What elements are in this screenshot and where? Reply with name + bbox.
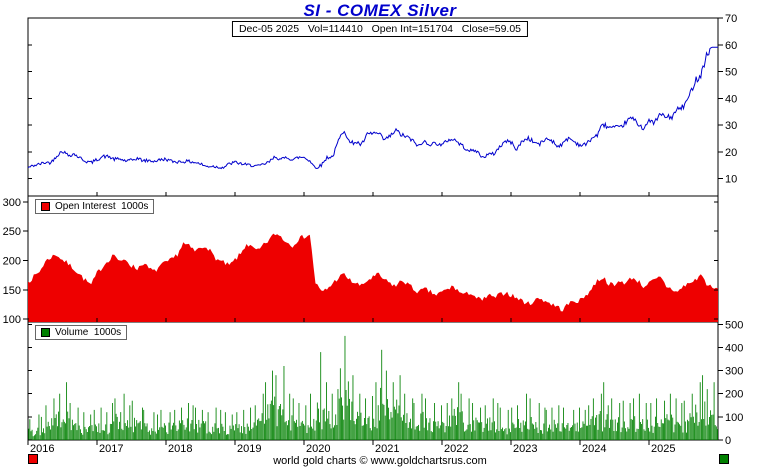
year-axis-label: 2017	[99, 443, 123, 455]
price-axis-tick-label: 60	[725, 40, 737, 52]
price-axis-tick-label: 20	[725, 147, 737, 159]
oi-axis-tick-label: 200	[3, 255, 21, 267]
volume-axis-tick-label: 0	[725, 435, 731, 447]
oi-axis-tick-label: 100	[3, 314, 21, 326]
axis-labels: 70 60 50 40 30 20 10 300 250 200 150 100 500 400 300 20…	[3, 13, 744, 455]
panel-frames	[27, 17, 719, 441]
price-line	[27, 46, 718, 170]
panel-p-frame	[27, 17, 719, 197]
volume-axis-tick-label: 300	[725, 366, 743, 378]
year-axis-label: 2024	[582, 443, 606, 455]
oi-axis-tick-label: 250	[3, 226, 21, 238]
open-interest-legend: Open Interest 1000s	[35, 199, 155, 214]
price-axis-tick-label: 30	[725, 120, 737, 132]
panel-v-frame	[27, 321, 719, 441]
price-axis-tick-label: 70	[725, 13, 737, 25]
oi-axis-tick-label: 150	[3, 285, 21, 297]
price-axis-tick-label: 40	[725, 93, 737, 105]
open-interest-swatch-icon	[41, 202, 50, 211]
chart-info-box: Dec-05 2025 Vol=114410 Open Int=151704 C…	[231, 21, 529, 37]
footer-left-marker-icon	[28, 454, 38, 464]
oi-axis-tick-label: 300	[3, 197, 21, 209]
open-interest-area	[28, 233, 718, 322]
footer-credit: world gold charts © www.goldchartsrus.co…	[273, 455, 487, 467]
year-axis-label: 2018	[168, 443, 192, 455]
volume-axis-tick-label: 100	[725, 412, 743, 424]
year-axis-label: 2025	[651, 443, 675, 455]
year-axis-label: 2022	[444, 443, 468, 455]
year-axis-label: 2019	[237, 443, 261, 455]
volume-axis-tick-label: 500	[725, 319, 743, 331]
volume-axis-tick-label: 400	[725, 342, 743, 354]
price-axis-tick-label: 10	[725, 174, 737, 186]
footer-right-marker-icon	[719, 454, 729, 464]
chart-title: SI - COMEX Silver	[303, 1, 457, 20]
year-axis-label: 2020	[306, 443, 330, 455]
volume-legend-label: Volume 1000s	[55, 327, 122, 338]
volume-legend: Volume 1000s	[35, 325, 128, 340]
year-axis-label: 2023	[513, 443, 537, 455]
price-axis-tick-label: 50	[725, 67, 737, 79]
volume-axis-tick-label: 200	[725, 389, 743, 401]
volume-swatch-icon	[41, 328, 50, 337]
year-axis-label: 2016	[30, 443, 54, 455]
year-axis-label: 2021	[375, 443, 399, 455]
volume-bars	[28, 335, 718, 440]
open-interest-legend-label: Open Interest 1000s	[55, 201, 149, 212]
